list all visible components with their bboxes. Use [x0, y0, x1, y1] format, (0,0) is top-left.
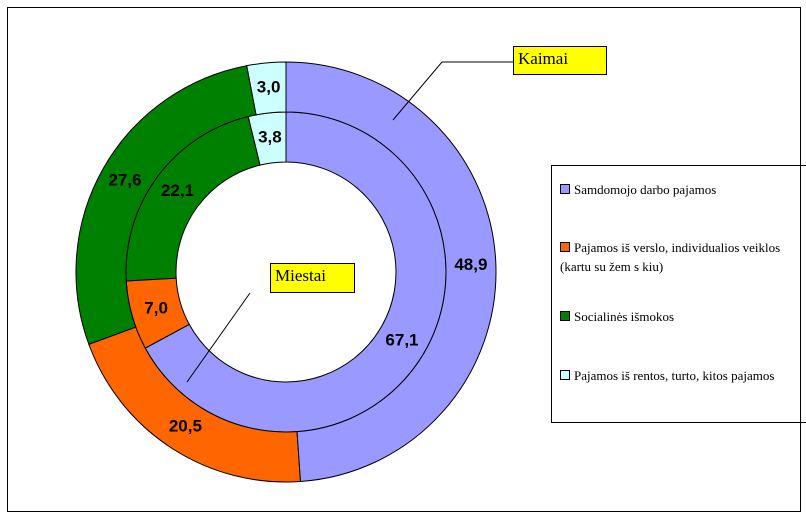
data-label: 67,1 — [385, 331, 418, 350]
legend-swatch — [560, 311, 570, 321]
legend-swatch — [560, 242, 570, 252]
data-label: 3,8 — [258, 127, 282, 146]
annotation-miestai: Miestai — [270, 263, 355, 293]
legend-item: Socialinės išmokos — [560, 307, 806, 326]
data-label: 7,0 — [144, 298, 168, 317]
data-label: 22,1 — [161, 181, 194, 200]
donut-segment — [88, 326, 302, 483]
legend-label: Pajamos iš rentos, turto, kitos pajamos — [574, 368, 775, 383]
miestai-leader — [186, 292, 251, 383]
data-label: 48,9 — [454, 255, 487, 274]
legend-label: Socialinės išmokos — [574, 309, 675, 324]
data-label: 3,0 — [257, 77, 281, 96]
kaimai-leader — [392, 61, 513, 121]
legend: Samdomojo darbo pajamos Pajamos iš verslo… — [551, 165, 806, 423]
legend-swatch — [560, 184, 570, 194]
legend-label: Pajamos iš verslo, individualios veiklos… — [560, 240, 781, 274]
plot-border — [7, 7, 801, 512]
data-label: 20,5 — [169, 417, 202, 436]
legend-label: Samdomojo darbo pajamos — [574, 182, 717, 197]
data-label: 27,6 — [108, 170, 141, 189]
legend-swatch — [560, 370, 570, 380]
donut-segment — [285, 61, 497, 483]
legend-item: Pajamos iš rentos, turto, kitos pajamos — [560, 366, 806, 385]
donut-segment — [75, 65, 257, 346]
legend-item: Pajamos iš verslo, individualios veiklos… — [560, 238, 806, 276]
legend-item: Samdomojo darbo pajamos — [560, 180, 806, 199]
annotation-kaimai: Kaimai — [513, 46, 607, 75]
